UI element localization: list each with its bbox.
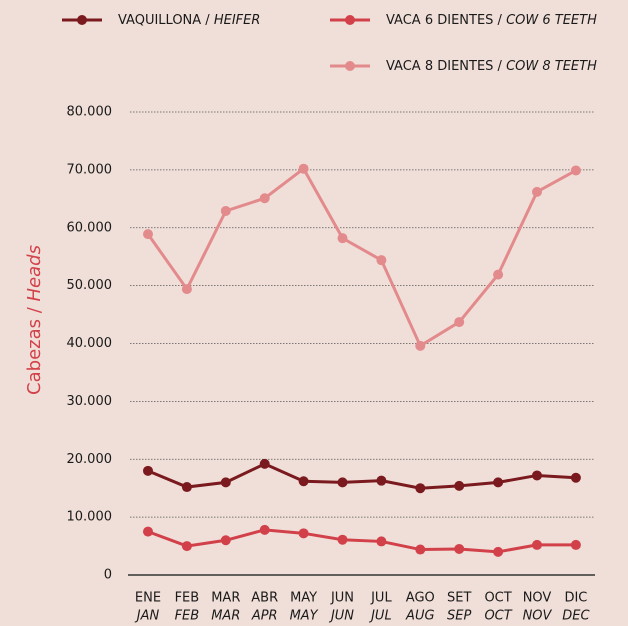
y-tick-label: 50.000 [67,278,113,293]
point [454,543,465,554]
x-tick-label-en: DEC [562,609,590,624]
legend-marker [345,61,355,71]
x-tick-label: NOV [523,591,552,606]
x-tick-label-en: MAR [211,609,240,624]
y-tick-label: 40.000 [67,336,113,351]
x-tick-label-en: JUN [328,609,354,624]
point [220,205,231,216]
point [298,476,309,487]
x-tick-label-en: FEB [175,609,200,624]
point [298,163,309,174]
y-tick-label: 30.000 [67,394,113,409]
point [570,472,581,483]
legend-item: VACA 6 DIENTES / COW 6 TEETH [330,13,597,28]
y-tick-label: 20.000 [67,452,113,467]
x-tick-label: FEB [175,591,200,606]
line [146,166,577,348]
point [493,477,504,488]
point [143,465,153,476]
line [147,462,576,490]
point [532,539,542,550]
point [337,233,348,244]
point [181,284,192,295]
point [532,186,542,197]
point [337,477,348,488]
y-tick-label: 80.000 [67,105,113,120]
x-tick-label: JUN [330,591,354,606]
legend-label: VACA 8 DIENTES / COW 8 TEETH [386,59,597,74]
line [147,528,576,554]
legend-item: VACA 8 DIENTES / COW 8 TEETH [330,59,597,74]
point [376,475,387,486]
x-tick-label: OCT [484,591,511,606]
point [143,229,153,240]
x-tick-label-en: JAN [134,609,160,624]
point [220,477,231,488]
point [376,536,387,547]
x-tick-label: JUL [370,591,392,606]
point [259,193,270,204]
x-tick-label: MAY [290,591,317,606]
legend-marker [77,15,87,25]
y-tick-label: 0 [104,568,112,583]
point [570,165,581,176]
x-tick-label-en: MAY [290,609,319,624]
x-tick-label-en: JUL [368,609,392,624]
x-tick-label-en: OCT [484,609,512,624]
x-tick-label-en: AUG [405,609,434,624]
x-tick-label-en: APR [251,609,278,624]
point [259,524,270,535]
point [143,526,153,537]
x-tick-label-en: SEP [447,609,471,624]
point [493,546,504,557]
point [298,528,309,539]
legend-label: VAQUILLONA / HEIFER [118,13,260,28]
x-tick-label: SET [447,591,471,606]
x-tick-label: DIC [564,591,587,606]
legend-label: VACA 6 DIENTES / COW 6 TEETH [386,13,597,28]
point [259,458,270,469]
y-tick-label: 70.000 [67,162,113,177]
point [454,317,465,328]
x-tick-label: ABR [251,591,278,606]
legend-item: VAQUILLONA / HEIFER [62,13,260,28]
point [220,535,231,546]
point [493,269,504,280]
point [181,541,192,552]
x-tick-label: MAR [211,591,240,606]
point [415,544,426,555]
x-tick-label: ENE [135,591,161,606]
point [415,483,426,494]
legend-marker [345,15,355,25]
point [454,480,465,491]
point [337,534,348,545]
point [415,340,426,351]
point [570,539,581,550]
point [376,255,387,266]
y-axis-label: Cabezas / Heads [24,245,45,395]
x-tick-label: AGO [406,591,435,606]
point [532,470,542,481]
point [181,482,192,493]
y-tick-label: 60.000 [67,220,113,235]
y-tick-label: 10.000 [67,510,113,525]
x-tick-label-en: NOV [523,609,553,624]
